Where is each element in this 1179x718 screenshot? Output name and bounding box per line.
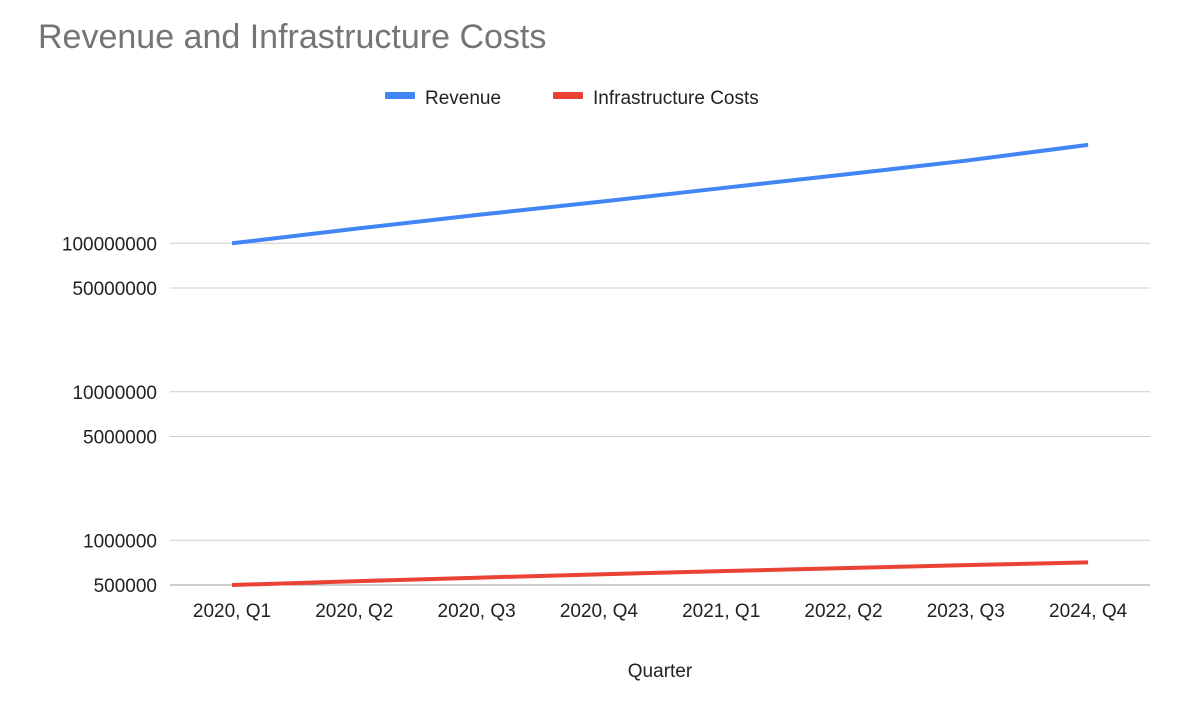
y-tick-label: 50000000 [72,279,157,300]
y-axis-ticks: 500000 1000000 5000000 10000000 50000000 1000… [62,234,157,597]
legend: Revenue Infrastructure Costs [385,88,759,109]
chart-title: Revenue and Infrastructure Costs [38,18,547,56]
x-tick-label: 2020, Q3 [438,601,516,622]
x-tick-label: 2023, Q3 [927,601,1005,622]
y-tick-label: 1000000 [83,531,157,552]
series-line-revenue [231,142,1089,246]
x-tick-label: 2022, Q2 [804,601,882,622]
series-line-infrastructure-costs [231,560,1089,587]
y-tick-label: 500000 [94,576,157,597]
x-tick-label: 2020, Q4 [560,601,639,622]
x-tick-label: 2020, Q1 [193,601,271,622]
legend-label: Revenue [425,88,501,109]
x-axis-title: Quarter [628,661,693,682]
gridlines [170,242,1150,586]
x-axis-ticks: 2020, Q1 2020, Q2 2020, Q3 2020, Q4 2021, Q1… [193,601,1128,622]
legend-swatch [553,92,583,99]
legend-label: Infrastructure Costs [593,88,759,109]
series-lines [231,142,1089,587]
legend-swatch [385,92,415,99]
x-tick-label: 2021, Q1 [682,601,760,622]
x-tick-label: 2024, Q4 [1049,601,1128,622]
x-tick-label: 2020, Q2 [315,601,393,622]
y-tick-label: 10000000 [72,383,157,404]
y-tick-label: 5000000 [83,428,157,449]
y-tick-label: 100000000 [62,234,157,255]
